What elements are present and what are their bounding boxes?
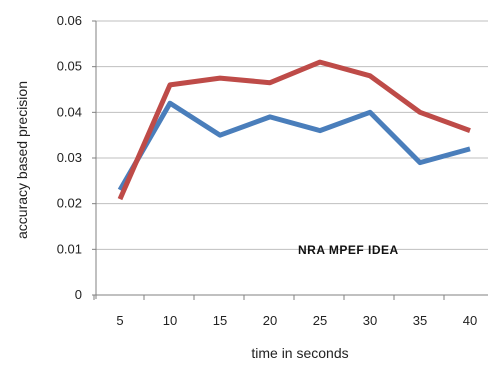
y-axis-ticks: 0 0.01 0.02 0.03 0.04 0.05 0.06 xyxy=(57,13,96,302)
x-tick-label: 10 xyxy=(163,313,177,328)
y-tick-label: 0.06 xyxy=(57,13,82,28)
series-line-2 xyxy=(117,59,471,201)
y-axis-title: accuracy based precision xyxy=(14,81,30,239)
y-tick-label: 0.02 xyxy=(57,196,82,211)
y-tick-label: 0.04 xyxy=(57,104,82,119)
x-axis-ticks: 5 10 15 20 25 30 35 40 xyxy=(93,295,477,328)
series-line-1 xyxy=(117,100,471,192)
series-group xyxy=(117,59,471,201)
x-tick-label: 20 xyxy=(263,313,277,328)
x-tick-label: 5 xyxy=(116,313,123,328)
chart-annotation: NRA MPEF IDEA xyxy=(298,243,399,257)
gridlines xyxy=(96,20,488,250)
y-tick-label: 0 xyxy=(75,287,82,302)
x-tick-label: 40 xyxy=(463,313,477,328)
axes xyxy=(92,21,488,299)
x-tick-label: 30 xyxy=(363,313,377,328)
y-tick-label: 0.03 xyxy=(57,150,82,165)
y-tick-label: 0.05 xyxy=(57,59,82,74)
x-tick-label: 15 xyxy=(213,313,227,328)
y-tick-label: 0.01 xyxy=(57,241,82,256)
x-tick-label: 35 xyxy=(413,313,427,328)
x-tick-label: 25 xyxy=(313,313,327,328)
x-axis-title: time in seconds xyxy=(251,345,348,361)
